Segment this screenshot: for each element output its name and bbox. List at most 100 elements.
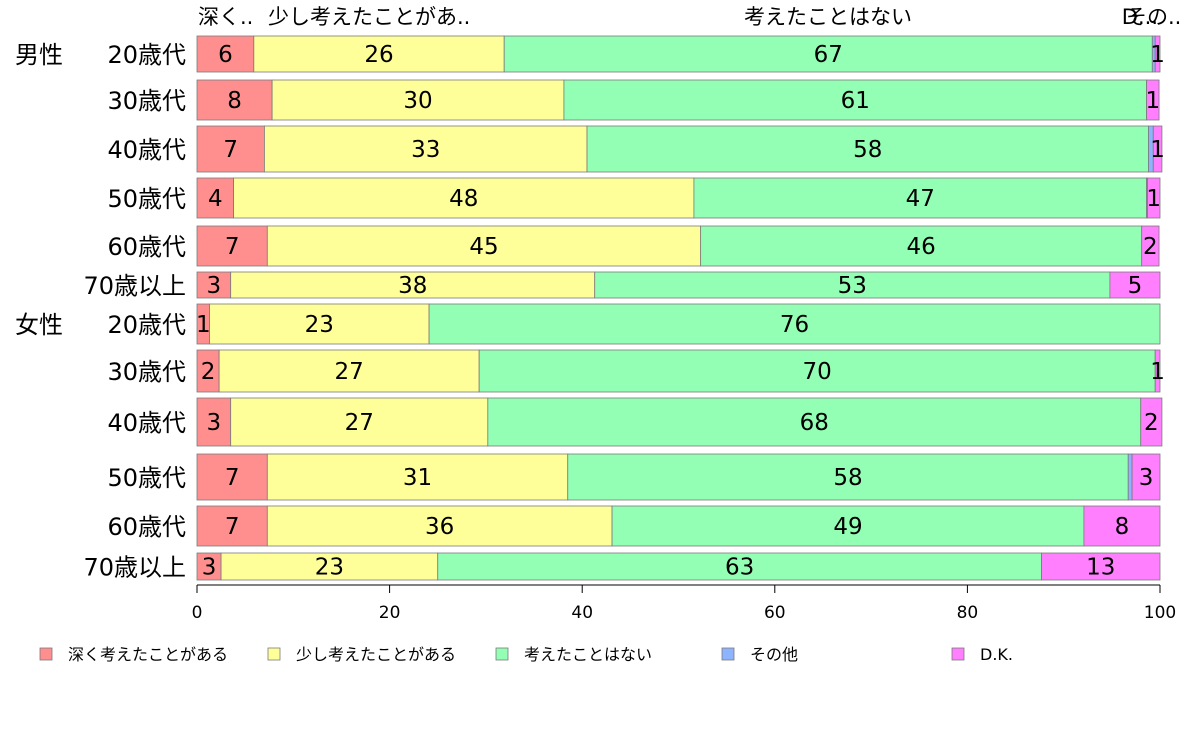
bar-seg-r9-s2: [230, 397, 489, 447]
bar-seg-r4-s2: [233, 177, 695, 219]
bar-label-r2-s3: 61: [841, 88, 870, 114]
bar-label-r4-s2: 48: [449, 186, 478, 212]
bar-label-r1-s3: 67: [814, 42, 843, 68]
bars: 6 26 67 18 30 61 17 33 58 14 48 47 17 45 46 23 38 53 51 23 7…: [196, 35, 1165, 581]
bar-label-r2-s1: 8: [227, 88, 242, 114]
bar-seg-r5-s2: [266, 225, 702, 267]
bar-seg-r11-s5: [1083, 505, 1161, 547]
bar-seg-r8-s2: [218, 349, 480, 393]
top-label-2: 少し考えたことがあ..: [268, 5, 470, 29]
legend-label-5: D.K.: [980, 645, 1013, 664]
bar-label-r4-s5: 1: [1146, 186, 1161, 212]
legend-swatch-2: [267, 647, 281, 661]
row-label-female-4: 50歳代: [107, 464, 186, 492]
bar-seg-r12-s3: [437, 552, 1042, 581]
bar-label-r4-s1: 4: [208, 186, 223, 212]
bar-label-r10-s5: 3: [1139, 465, 1154, 491]
bar-label-r6-s5: 5: [1128, 273, 1143, 299]
bar-label-r8-s5: 1: [1150, 359, 1165, 385]
bar-seg-r11-s3: [611, 505, 1085, 547]
bar-seg-r12-s5: [1041, 552, 1161, 581]
bar-seg-r3-s3: [586, 125, 1149, 173]
row-label-male-3: 40歳代: [107, 136, 186, 164]
bar-label-r2-s5: 1: [1145, 88, 1160, 114]
row-label-female-6: 70歳以上: [83, 554, 186, 582]
row-label-female-5: 60歳代: [107, 513, 186, 541]
bar-label-r3-s3: 58: [853, 137, 882, 163]
bar-label-r8-s3: 70: [803, 359, 832, 385]
top-label-4: その..: [1126, 5, 1181, 29]
x-axis: 0 20 40 60 80 100: [192, 584, 1176, 623]
bar-label-r8-s2: 27: [335, 359, 364, 385]
bar-label-r9-s5: 2: [1144, 410, 1159, 436]
row-label-male-6: 70歳以上: [83, 272, 186, 300]
bar-seg-r12-s1: [196, 552, 222, 581]
bar-seg-r4-s5: [1147, 177, 1161, 219]
legend-label-3: 考えたことはない: [524, 645, 652, 664]
bar-seg-r10-s4: [1127, 453, 1133, 501]
bar-label-r11-s5: 8: [1115, 514, 1130, 540]
row-label-male-4: 50歳代: [107, 185, 186, 213]
legend-swatch-4: [721, 647, 735, 661]
row-label-female-2: 30歳代: [107, 358, 186, 386]
top-label-5: D...: [1122, 5, 1158, 29]
group-label-female: 女性: [15, 311, 63, 339]
legend-swatch-5: [951, 647, 965, 661]
bar-label-r9-s2: 27: [345, 410, 374, 436]
bar-label-r7-s3: 76: [780, 312, 809, 338]
bar-seg-r6-s3: [594, 271, 1111, 299]
bar-seg-r9-s5: [1140, 397, 1163, 447]
bar-label-r7-s1: 1: [196, 312, 211, 338]
row-label-male-5: 60歳代: [107, 233, 186, 261]
row-label-male-1: 20歳代: [107, 41, 186, 69]
bar-seg-r9-s1: [196, 397, 232, 447]
bar-seg-r1-s5: [1154, 35, 1161, 73]
bar-label-r5-s1: 7: [225, 234, 240, 260]
bar-label-r1-s2: 26: [364, 42, 393, 68]
x-tick-label-2: 20: [379, 603, 401, 623]
bar-label-r11-s3: 49: [833, 514, 862, 540]
bar-seg-r12-s2: [220, 552, 439, 581]
top-category-labels: 深く.. 少し考えたことがあ.. 考えたことはない その..D...: [198, 5, 1181, 29]
legend-swatch-3: [495, 647, 509, 661]
bar-label-r6-s2: 38: [398, 273, 427, 299]
bar-label-r6-s3: 53: [838, 273, 867, 299]
bar-label-r10-s1: 7: [225, 465, 240, 491]
bar-seg-r7-s2: [209, 303, 430, 345]
bar-seg-r1-s1: [196, 35, 255, 73]
bar-label-r8-s1: 2: [201, 359, 216, 385]
bar-seg-r5-s5: [1141, 225, 1160, 267]
bar-label-r4-s3: 47: [906, 186, 935, 212]
bar-seg-r5-s1: [196, 225, 268, 267]
row-label-female-1: 20歳代: [107, 311, 186, 339]
bar-label-r3-s5: 1: [1150, 137, 1165, 163]
x-tick-label-6: 100: [1144, 603, 1176, 623]
bar-label-r6-s1: 3: [207, 273, 222, 299]
bar-seg-r4-s1: [196, 177, 234, 219]
bar-label-r12-s3: 63: [725, 555, 754, 581]
bar-seg-r7-s3: [428, 303, 1161, 345]
legend-label-2: 少し考えたことがある: [296, 645, 456, 664]
bar-label-r1-s5: 1: [1150, 42, 1165, 68]
bar-seg-r8-s3: [478, 349, 1156, 393]
bar-label-r3-s2: 33: [411, 137, 440, 163]
row-label-male-2: 30歳代: [107, 87, 186, 115]
legend-label-1: 深く考えたことがある: [68, 645, 228, 664]
legend: 深く考えたことがある 少し考えたことがある 考えたことはない その他 D.K.: [39, 645, 1013, 664]
group-label-male: 男性: [15, 41, 63, 69]
bar-label-r12-s5: 13: [1086, 555, 1115, 581]
legend-swatch-1: [39, 647, 53, 661]
bar-seg-r2-s3: [563, 79, 1147, 121]
bar-seg-r10-s2: [266, 453, 569, 501]
bar-seg-r4-s3: [693, 177, 1147, 219]
bar-label-r5-s5: 2: [1143, 234, 1158, 260]
bar-label-r9-s3: 68: [800, 410, 829, 436]
bar-seg-r3-s5: [1152, 125, 1163, 173]
row-label-female-3: 40歳代: [107, 409, 186, 437]
bar-seg-r5-s3: [700, 225, 1143, 267]
top-label-1: 深く..: [198, 5, 253, 29]
bar-label-r1-s1: 6: [218, 42, 233, 68]
x-tick-label-1: 0: [192, 603, 203, 623]
